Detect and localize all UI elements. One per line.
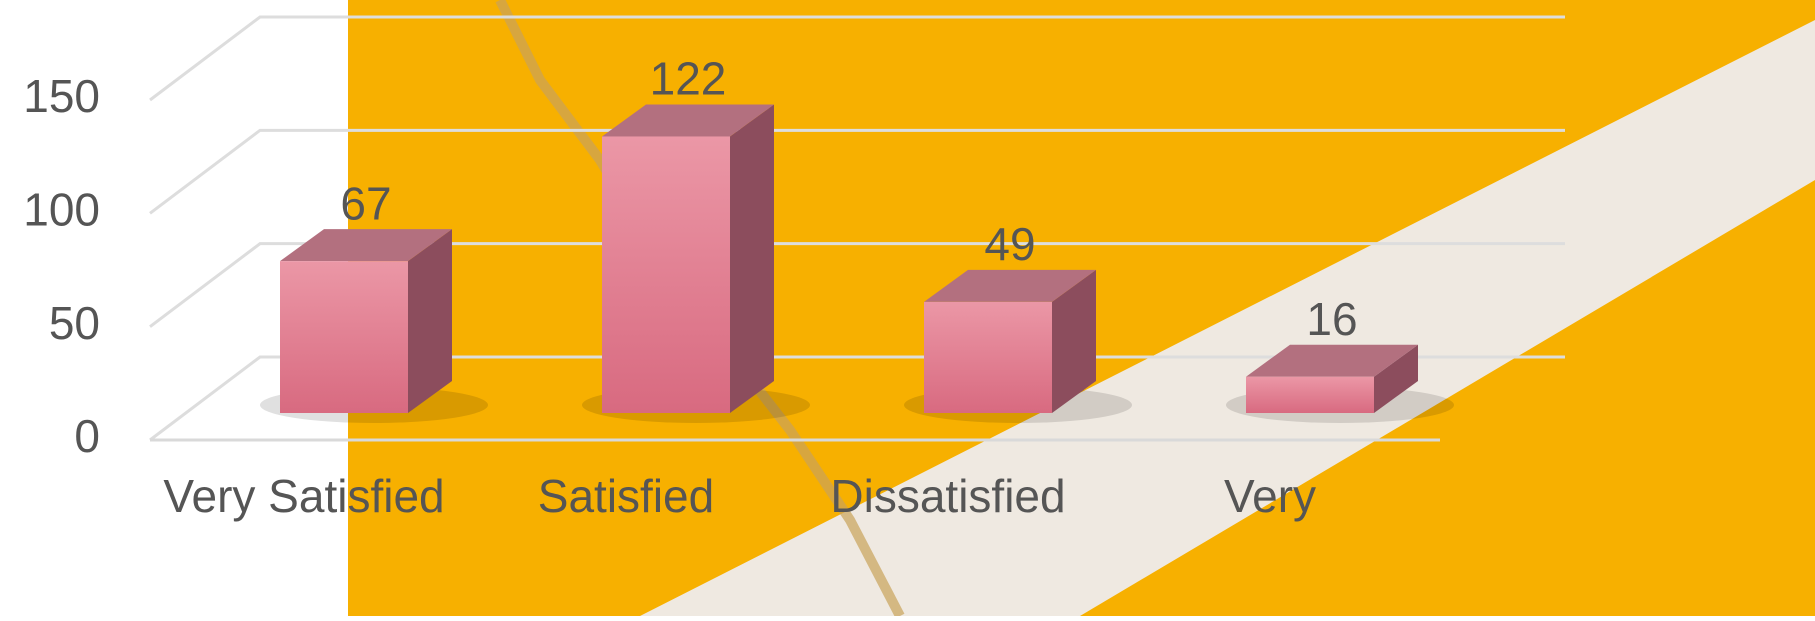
- bar-top: [924, 269, 1096, 302]
- bar: [602, 136, 730, 413]
- bar: [924, 301, 1052, 413]
- data-label: 16: [1306, 293, 1357, 345]
- road-stripe: [640, 20, 1815, 616]
- x-tick-label: Very: [1224, 470, 1316, 522]
- bar-top: [1246, 344, 1418, 377]
- grid-line: [149, 355, 1565, 442]
- grid-line: [149, 128, 1565, 215]
- bar-top: [280, 229, 452, 262]
- bar: [1246, 376, 1374, 413]
- bar: [280, 261, 408, 413]
- data-label: 122: [650, 53, 727, 105]
- y-tick-label: 50: [49, 297, 100, 349]
- labels: 0 50 100 150 Very Satisfied 67 Satisfied 122 Dis…: [23, 53, 1357, 523]
- data-label: 49: [984, 218, 1035, 270]
- grid-line: [149, 242, 1565, 328]
- y-tick-label: 100: [23, 183, 100, 235]
- bars: [260, 104, 1454, 423]
- bar-side: [1374, 344, 1418, 413]
- bar-side: [730, 104, 774, 413]
- bar-side: [408, 229, 452, 413]
- bar-top: [602, 104, 774, 137]
- x-tick-label: Very Satisfied: [163, 470, 444, 522]
- y-tick-label: 150: [23, 70, 100, 122]
- x-tick-label: Satisfied: [538, 470, 714, 522]
- data-label: 67: [340, 177, 391, 229]
- x-tick-label: Dissatisfied: [830, 470, 1065, 522]
- grid: [149, 15, 1565, 442]
- grid-line: [149, 15, 1565, 102]
- y-tick-label: 0: [74, 410, 100, 462]
- bar-side: [1052, 269, 1096, 413]
